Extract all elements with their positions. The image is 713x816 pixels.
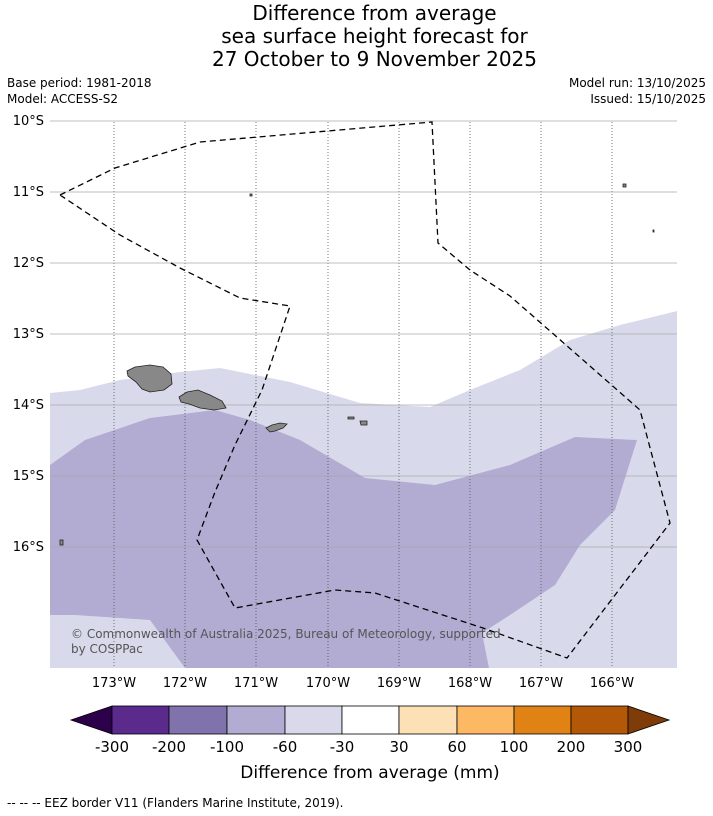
- lat-label: 10°S: [13, 114, 44, 129]
- colorbar-swatch: [398, 705, 458, 735]
- base-period: Base period: 1981-2018: [7, 76, 152, 90]
- model-run: Model run: 13/10/2025: [568, 76, 706, 90]
- lon-label: 173°W: [92, 676, 136, 691]
- lat-label: 11°S: [13, 185, 44, 200]
- island-tau: [359, 420, 368, 426]
- colorbar: [69, 705, 671, 735]
- colorbar-swatch: [168, 705, 228, 735]
- model-name: Model: ACCESS-S2: [7, 92, 119, 106]
- meta-left: Base period: 1981-2018 Model: ACCESS-S2: [7, 75, 152, 107]
- colorbar-tick: -200: [152, 738, 186, 756]
- islet-small-east: [652, 229, 655, 233]
- colorbar-tick: 100: [500, 738, 529, 756]
- colorbar-swatch: [111, 705, 170, 735]
- longitude-gridlines: [113, 120, 613, 668]
- lon-label: 166°W: [590, 676, 634, 691]
- colorbar-tick: 200: [557, 738, 586, 756]
- lat-label: 14°S: [13, 398, 44, 413]
- colorbar-tick: -30: [330, 738, 355, 756]
- title-line-1: Difference from average: [252, 1, 497, 25]
- islet-tokelau: [622, 183, 627, 188]
- colorbar-ticks: -300 -200 -100 -60 -30 30 60 100 200 300: [95, 738, 642, 756]
- colorbar-tick: 60: [447, 738, 466, 756]
- map-title: Difference from average sea surface heig…: [0, 2, 713, 71]
- colorbar-tick: -300: [95, 738, 129, 756]
- latitude-labels: 10°S 11°S 12°S 13°S 14°S 15°S 16°S: [13, 114, 44, 555]
- colorbar-tick: -60: [273, 738, 298, 756]
- island-ofu: [347, 416, 355, 420]
- colorbar-tick: 300: [614, 738, 643, 756]
- eez-border: [58, 121, 671, 659]
- map-panel: © Commonwealth of Australia 2025, Bureau…: [50, 120, 677, 668]
- lon-label: 172°W: [163, 676, 207, 691]
- colorbar-swatch: [513, 705, 572, 735]
- copyright-line-1: © Commonwealth of Australia 2025, Bureau…: [71, 627, 501, 641]
- copyright-line-2: by COSPPac: [71, 642, 143, 656]
- colorbar-swatch: [570, 705, 629, 735]
- colorbar-swatch: [456, 705, 515, 735]
- lat-label: 12°S: [13, 256, 44, 271]
- colorbar-swatch: [341, 705, 400, 735]
- colorbar-extend-high: [627, 705, 671, 735]
- island-tutuila: [265, 422, 288, 433]
- islet-west: [59, 539, 64, 546]
- footnote-eez: -- -- -- EEZ border V11 (Flanders Marine…: [7, 796, 344, 810]
- lat-label: 16°S: [13, 540, 44, 555]
- longitude-labels: 173°W 172°W 171°W 170°W 169°W 168°W 167°…: [92, 676, 634, 691]
- colorbar-swatch: [284, 705, 343, 735]
- islands: [59, 183, 655, 546]
- colorbar-extend-low: [69, 705, 113, 735]
- colorbar-swatch: [226, 705, 286, 735]
- lon-label: 171°W: [234, 676, 278, 691]
- lon-label: 167°W: [519, 676, 563, 691]
- colorbar-label: Difference from average (mm): [240, 763, 499, 783]
- latitude-gridlines: [50, 120, 677, 548]
- lat-label: 13°S: [13, 327, 44, 342]
- title-line-3: 27 October to 9 November 2025: [211, 47, 538, 71]
- lon-label: 169°W: [377, 676, 421, 691]
- anomaly-region-medium: [50, 410, 637, 668]
- island-upolu: [178, 389, 227, 411]
- lat-label: 15°S: [13, 469, 44, 484]
- title-line-2: sea surface height forecast for: [221, 24, 528, 48]
- issued-date: Issued: 15/10/2025: [590, 92, 706, 106]
- island-savaii: [126, 364, 173, 393]
- islet-swains: [249, 193, 253, 197]
- colorbar-tick: -100: [210, 738, 244, 756]
- meta-right: Model run: 13/10/2025 Issued: 15/10/2025: [569, 75, 706, 107]
- colorbar-tick: 30: [389, 738, 408, 756]
- lon-label: 170°W: [306, 676, 350, 691]
- lon-label: 168°W: [448, 676, 492, 691]
